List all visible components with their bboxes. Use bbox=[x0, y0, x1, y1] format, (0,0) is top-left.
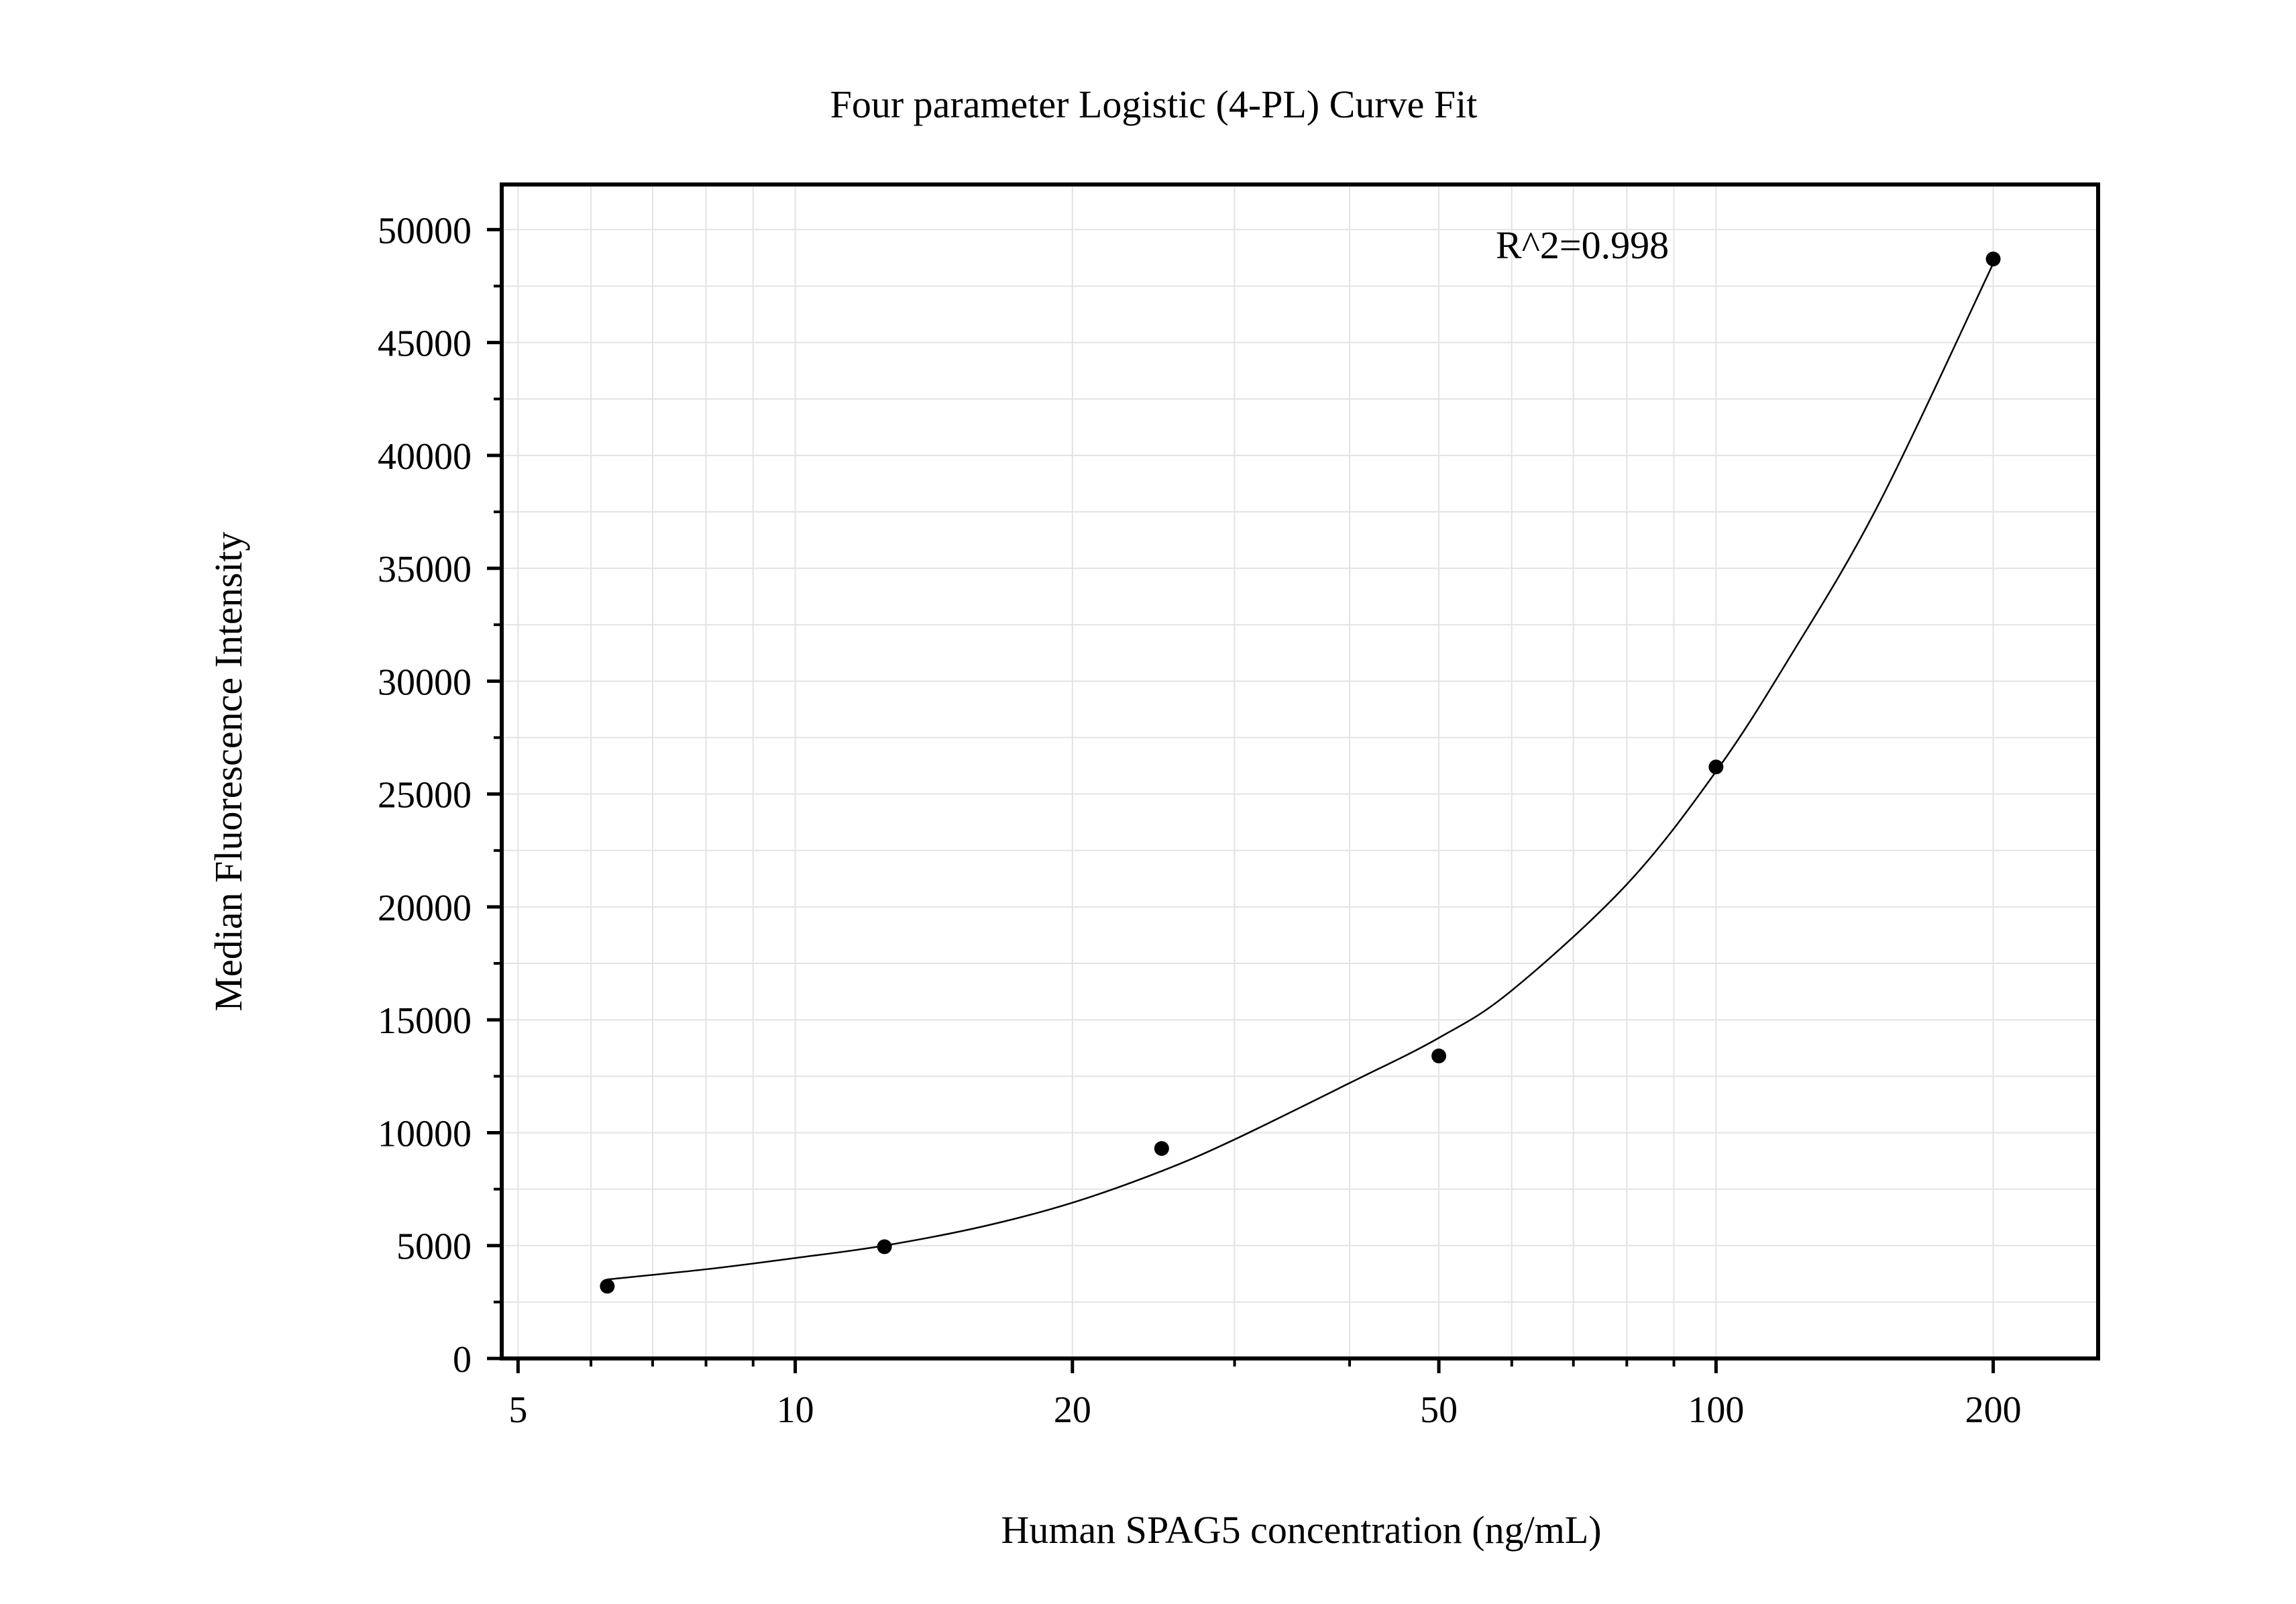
data-point bbox=[1708, 759, 1724, 775]
r-squared-annotation: R^2=0.998 bbox=[1496, 223, 1669, 267]
plot-frame bbox=[500, 182, 2100, 1360]
y-tick-label: 50000 bbox=[378, 210, 472, 252]
axes bbox=[500, 182, 2100, 1360]
data-point bbox=[1154, 1141, 1169, 1157]
x-tick-label: 200 bbox=[1965, 1389, 2022, 1431]
y-tick-label: 5000 bbox=[396, 1226, 472, 1268]
y-axis-label: Median Fluorescence Intensity bbox=[207, 531, 250, 1011]
x-tick-label: 5 bbox=[508, 1389, 527, 1431]
data-point bbox=[877, 1239, 892, 1254]
y-tick-label: 0 bbox=[453, 1339, 472, 1381]
x-tick-label: 10 bbox=[777, 1389, 814, 1431]
y-tick-label: 35000 bbox=[378, 549, 472, 590]
chart-title: Four parameter Logistic (4-PL) Curve Fit bbox=[830, 83, 1478, 126]
x-tick-label: 20 bbox=[1054, 1389, 1091, 1431]
y-tick-label: 25000 bbox=[378, 775, 472, 816]
fit-curve bbox=[607, 263, 1994, 1281]
data-point bbox=[600, 1279, 615, 1294]
x-tick-label: 100 bbox=[1688, 1389, 1744, 1431]
y-tick-label: 10000 bbox=[378, 1113, 472, 1155]
y-tick-label: 30000 bbox=[378, 661, 472, 703]
data-point bbox=[1985, 252, 2001, 267]
y-tick-label: 45000 bbox=[378, 323, 472, 365]
ticks: 0 5000 10000 15000 20000 25000 30000 35000 40000… bbox=[378, 210, 2022, 1431]
data-marks bbox=[600, 252, 2001, 1294]
x-tick-label: 50 bbox=[1420, 1389, 1458, 1431]
y-tick-label: 20000 bbox=[378, 888, 472, 929]
x-axis-label: Human SPAG5 concentration (ng/mL) bbox=[1001, 1508, 1601, 1552]
data-point bbox=[1431, 1049, 1447, 1064]
grid bbox=[502, 184, 2098, 1359]
y-tick-label: 15000 bbox=[378, 1000, 472, 1042]
y-tick-label: 40000 bbox=[378, 436, 472, 478]
